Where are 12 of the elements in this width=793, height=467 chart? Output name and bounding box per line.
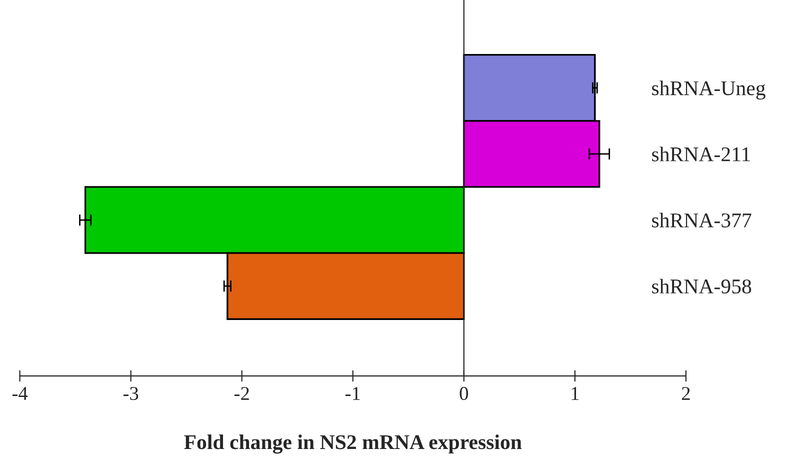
x-tick-label: -2 <box>234 386 249 400</box>
y-tick-label: shRNA-958 <box>652 278 752 294</box>
x-tick-label: -1 <box>346 387 360 400</box>
x-tick-label: -3 <box>123 386 138 400</box>
x-tick-label: -4 <box>12 387 28 400</box>
x-tick-label: 0 <box>460 386 468 400</box>
y-tick-label: shRNA-Uneg <box>652 80 766 100</box>
x-tick-label: 2 <box>682 386 690 400</box>
y-tick-label: shRNA-377 <box>652 212 752 228</box>
x-axis-title: Fold change in NS2 mRNA expression <box>184 434 522 454</box>
x-tick-label: 1 <box>572 387 579 400</box>
y-tick-label: shRNA-211 <box>652 146 750 162</box>
